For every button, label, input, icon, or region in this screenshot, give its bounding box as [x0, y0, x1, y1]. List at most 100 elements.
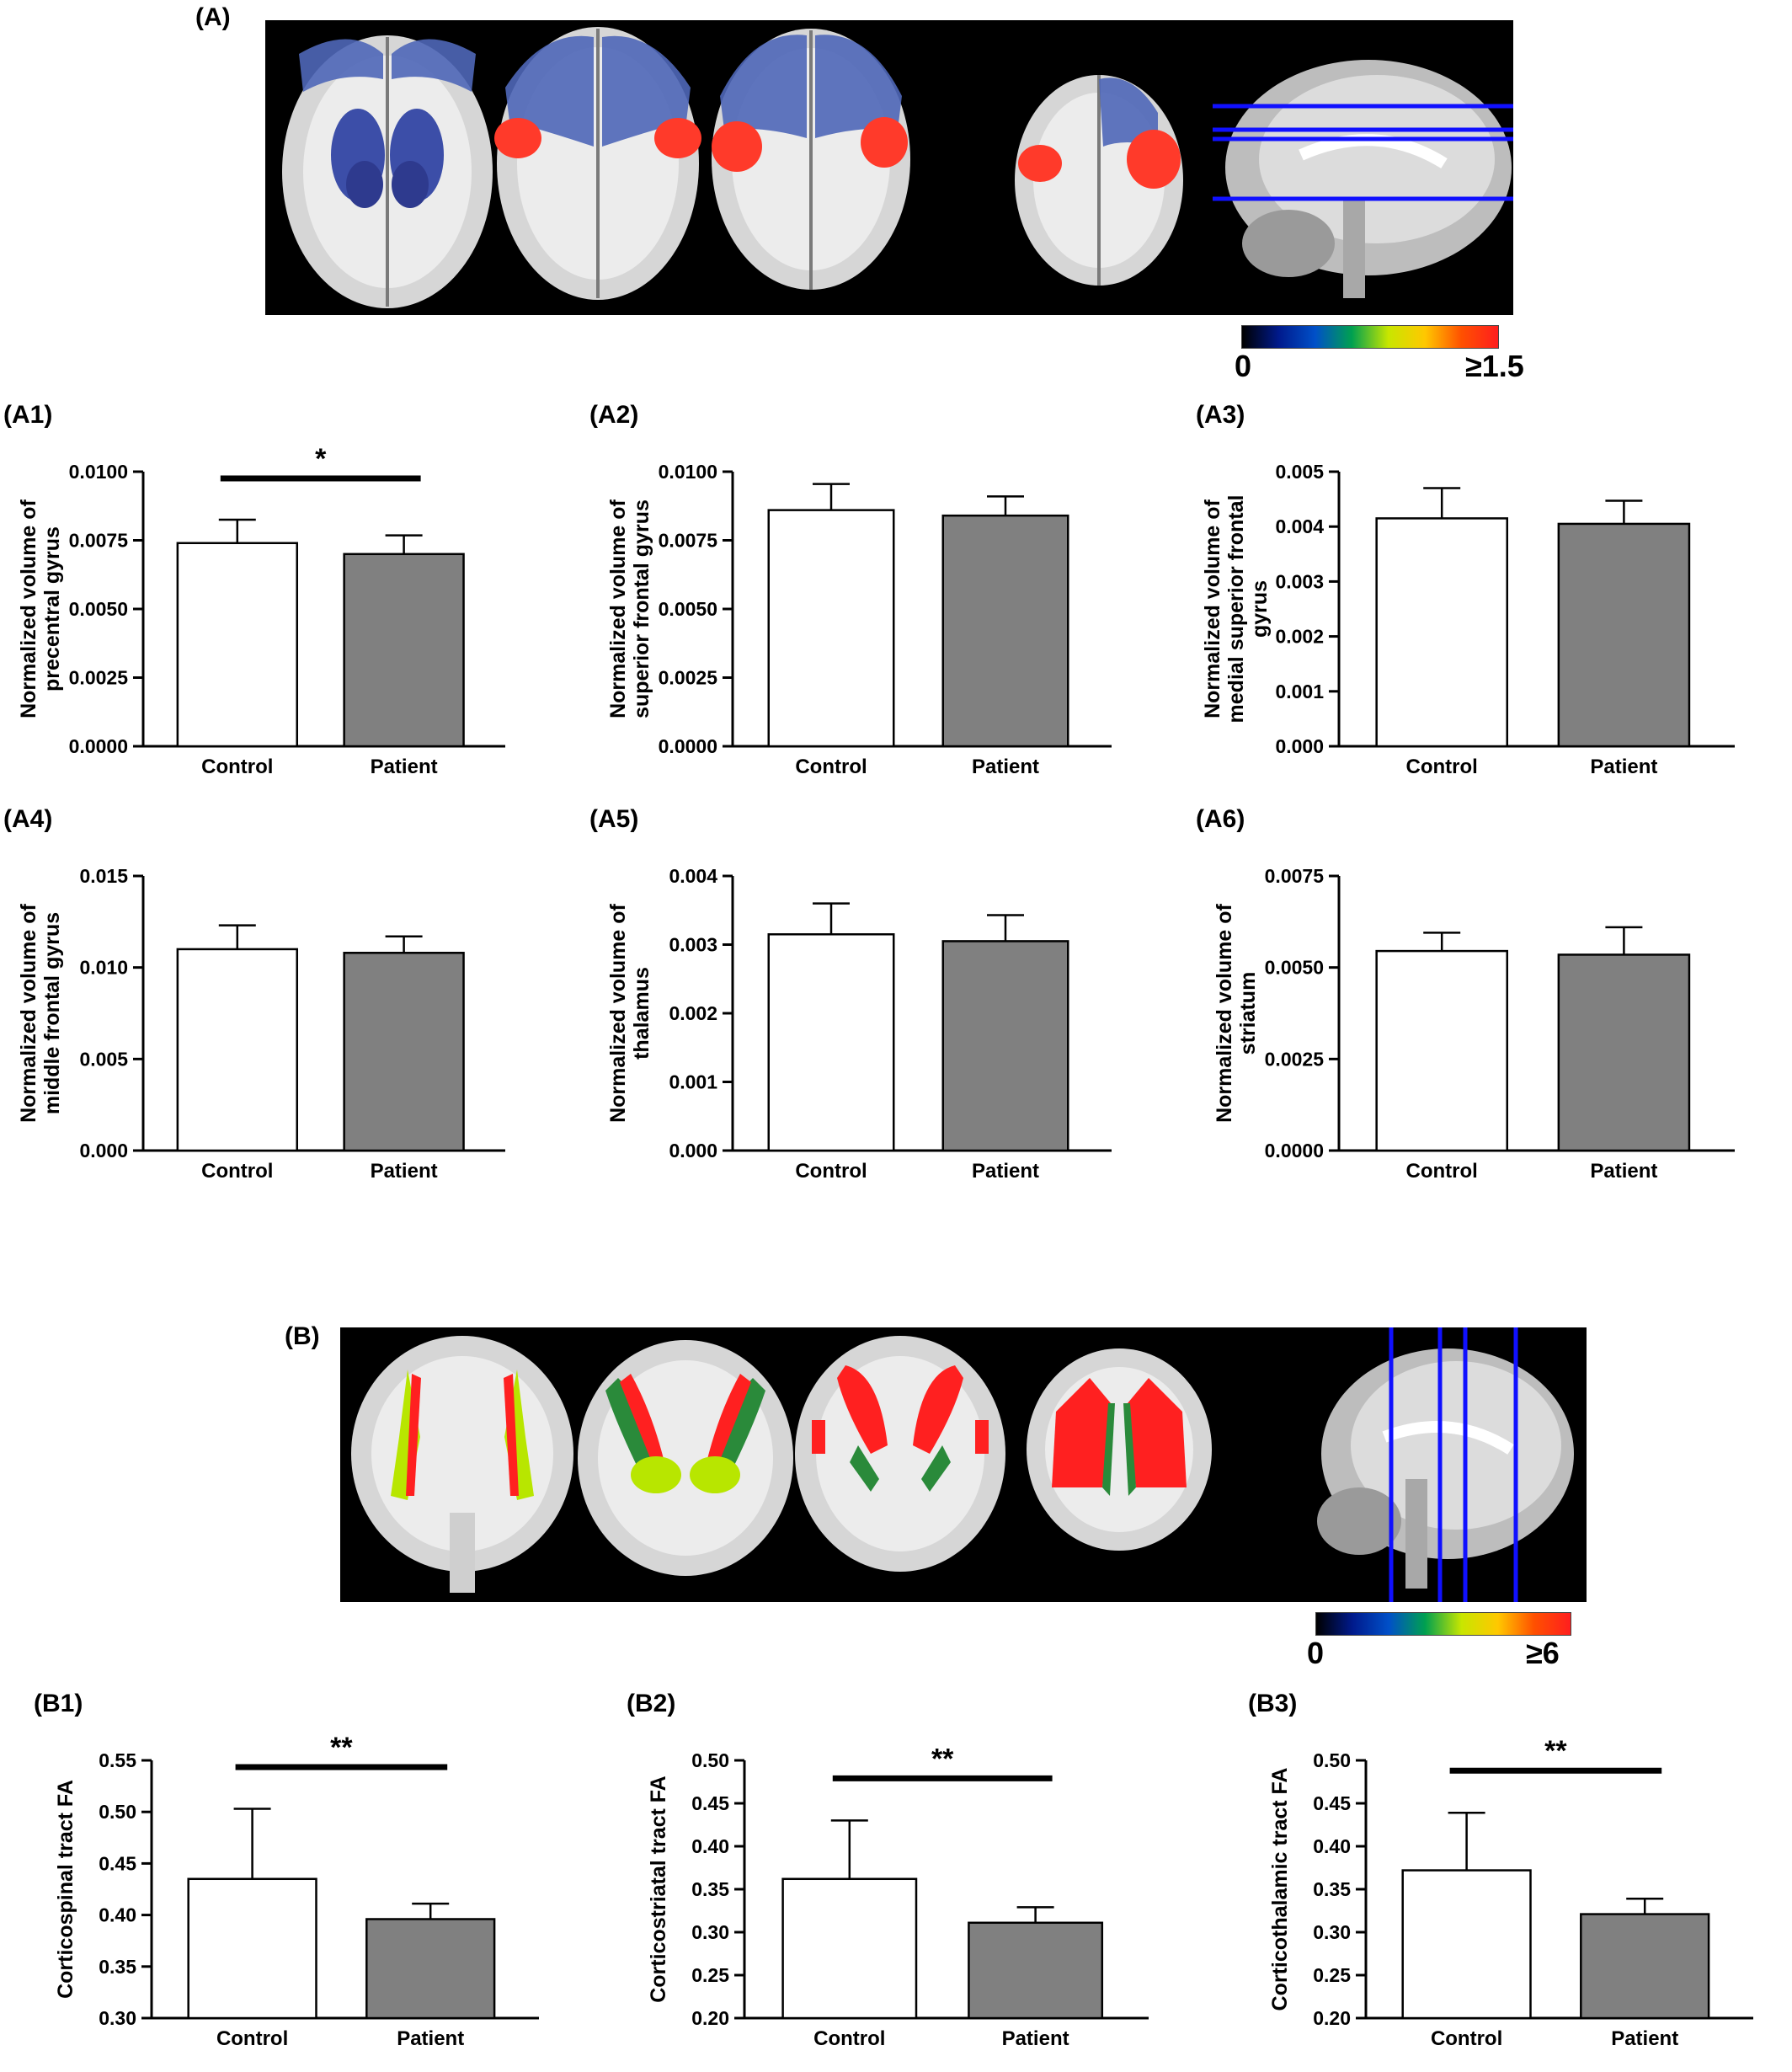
- panel-label-a3: (A3): [1196, 401, 1245, 429]
- chart-b2: Corticostriatal tract FA 0.20 0.25 0.30 0.35…: [627, 1727, 1182, 2072]
- axial-slice-1: [282, 35, 493, 308]
- significance-marker: *: [315, 443, 327, 475]
- panel-label-a1: (A1): [3, 401, 53, 429]
- y-tick-label: 0.55: [99, 1749, 136, 1771]
- y-tick-label: 0.40: [1313, 1835, 1351, 1857]
- y-tick-label: 0.0050: [69, 598, 128, 620]
- bar-control: [176, 542, 298, 748]
- bar-chart-a5: 0.000 0.001 0.002 0.003 0.004 Control Patient: [669, 865, 1112, 1183]
- x-tick-label: Patient: [1590, 756, 1657, 778]
- y-tick-label: 0.45: [691, 1792, 729, 1814]
- bar-control: [767, 933, 895, 1152]
- x-tick-label: Patient: [371, 756, 438, 778]
- panel-label-b2: (B2): [627, 1690, 676, 1717]
- panel-label-b3: (B3): [1248, 1690, 1298, 1717]
- y-tick-label: 0.0075: [659, 530, 718, 552]
- brain-image-strip-b: [340, 1327, 1587, 1602]
- x-tick-label: Patient: [972, 756, 1039, 778]
- panel-label-a5: (A5): [589, 805, 639, 833]
- y-tick-label: 0.0075: [1265, 865, 1325, 887]
- bar-chart-a4: 0.000 0.005 0.010 0.015 Control Patient: [79, 865, 505, 1183]
- coronal-slice-2: [578, 1340, 793, 1576]
- chart-a6: Normalized volume of striatum 0.0000 0.0025…: [1196, 842, 1768, 1204]
- panel-label-b1: (B1): [34, 1690, 83, 1717]
- panel-label-a2: (A2): [589, 401, 639, 429]
- bar-patient: [941, 940, 1069, 1152]
- chart-a1: Normalized volume of precentral gyrus 0.00…: [0, 438, 539, 800]
- y-tick-label: 0.20: [691, 2007, 729, 2029]
- chart-b3: Corticothalamic tract FA 0.20 0.25 0.30 0.35…: [1248, 1727, 1787, 2072]
- y-tick-label: 0.45: [99, 1852, 136, 1874]
- y-tick-label: 0.40: [691, 1835, 729, 1857]
- y-tick-label: 0.003: [1275, 570, 1324, 592]
- y-tick-label: 0.50: [99, 1801, 136, 1823]
- coronal-slice-3: [795, 1336, 1005, 1572]
- y-tick-label: 0.001: [669, 1071, 717, 1093]
- bar-control: [187, 1877, 317, 2020]
- x-tick-label: Patient: [397, 2027, 464, 2050]
- y-tick-label: 0.003: [669, 934, 717, 956]
- coronal-slice-1: [351, 1336, 573, 1593]
- bar-chart-a3: 0.000 0.001 0.002 0.003 0.004 0.005 Control Pat…: [1275, 461, 1735, 778]
- x-tick-label: Patient: [1002, 2027, 1069, 2050]
- chart-b1: Corticospinal tract FA 0.30 0.35 0.40 0.45 0.…: [34, 1727, 573, 2072]
- sagittal-reference-a: [1213, 60, 1513, 298]
- y-tick-label: 0.002: [1275, 626, 1324, 648]
- x-tick-label: Patient: [371, 1160, 438, 1183]
- colorbar-a-min: 0: [1235, 349, 1252, 383]
- axial-slice-3: [712, 29, 910, 290]
- y-tick-label: 0.0000: [659, 735, 717, 757]
- sagittal-reference-b: [1317, 1327, 1574, 1602]
- coronal-slice-4: [1027, 1348, 1212, 1551]
- chart-a3: Normalized volume of medial superior fron…: [1196, 438, 1768, 800]
- y-tick-label: 0.0100: [69, 461, 128, 483]
- y-tick-label: 0.45: [1313, 1792, 1351, 1814]
- bar-chart-b1: 0.30 0.35 0.40 0.45 0.50 0.55 Control Patient **: [99, 1732, 539, 2050]
- panel-label-a6: (A6): [1196, 805, 1245, 833]
- bar-patient: [343, 553, 465, 748]
- y-tick-label: 0.002: [669, 1002, 717, 1024]
- y-tick-label: 0.0100: [659, 461, 717, 483]
- panel-label-a: (A): [195, 3, 231, 31]
- brain-image-strip-a: [265, 20, 1513, 315]
- y-tick-label: 0.001: [1275, 681, 1324, 702]
- x-tick-label: Control: [813, 2027, 885, 2050]
- bar-chart-a2: 0.0000 0.0025 0.0050 0.0075 0.0100 Control Pat…: [659, 461, 1112, 778]
- y-tick-label: 0.35: [1313, 1878, 1351, 1900]
- axial-slice-2: [494, 27, 701, 300]
- bar-control: [1375, 949, 1508, 1152]
- x-tick-label: Patient: [1611, 2027, 1678, 2050]
- y-tick-label: 0.0025: [1265, 1048, 1325, 1070]
- y-tick-label: 0.000: [1275, 735, 1324, 757]
- y-tick-label: 0.0000: [1265, 1140, 1324, 1161]
- bar-patient: [968, 1921, 1104, 2020]
- bar-chart-a1: 0.0000 0.0025 0.0050 0.0075 0.0100 Control Pat…: [69, 443, 505, 778]
- axial-slice-4: [1015, 75, 1183, 286]
- bar-patient: [1557, 953, 1691, 1152]
- y-tick-label: 0.30: [691, 1921, 729, 1943]
- panel-label-b: (B): [285, 1322, 320, 1350]
- y-tick-label: 0.25: [1313, 1964, 1351, 1986]
- y-tick-label: 0.000: [79, 1140, 128, 1161]
- bar-control: [1375, 517, 1508, 748]
- bar-chart-b2: 0.20 0.25 0.30 0.35 0.40 0.45 0.50 Control Patie…: [691, 1743, 1149, 2050]
- y-tick-label: 0.0025: [69, 667, 129, 689]
- bar-chart-b3: 0.20 0.25 0.30 0.35 0.40 0.45 0.50 Control Patie…: [1313, 1735, 1753, 2050]
- y-tick-label: 0.004: [1275, 515, 1324, 537]
- y-tick-label: 0.50: [691, 1749, 729, 1771]
- y-tick-label: 0.005: [79, 1048, 128, 1070]
- bar-patient: [365, 1918, 496, 2020]
- x-tick-label: Control: [795, 1160, 867, 1183]
- y-tick-label: 0.010: [79, 957, 128, 979]
- panel-label-a4: (A4): [3, 805, 53, 833]
- y-tick-label: 0.0025: [659, 667, 718, 689]
- bar-control: [1401, 1869, 1532, 2020]
- y-tick-label: 0.30: [99, 2007, 136, 2029]
- colorbar-a-max: ≥1.5: [1465, 349, 1524, 383]
- y-tick-label: 0.0000: [69, 735, 128, 757]
- significance-marker: **: [1544, 1735, 1567, 1767]
- bar-patient: [941, 514, 1069, 748]
- bar-control: [781, 1877, 918, 2020]
- colorbar-a: [1241, 325, 1499, 349]
- y-tick-label: 0.25: [691, 1964, 729, 1986]
